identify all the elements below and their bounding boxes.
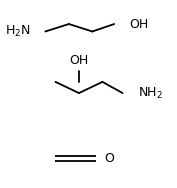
Text: OH: OH [69,54,88,67]
Text: OH: OH [129,17,149,30]
Text: O: O [104,152,114,165]
Text: NH$_2$: NH$_2$ [138,86,163,101]
Text: H$_2$N: H$_2$N [5,24,30,39]
